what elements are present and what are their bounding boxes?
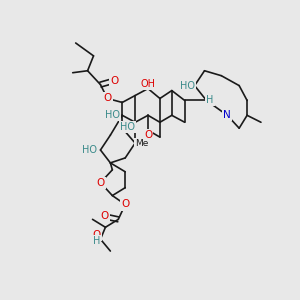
Text: Me: Me [135,139,148,148]
Text: HO: HO [180,81,195,91]
Text: O: O [110,76,118,85]
Text: O: O [96,178,105,188]
Text: HO: HO [105,110,120,120]
Text: O: O [103,94,112,103]
Text: HO: HO [82,145,98,155]
Text: OH: OH [140,79,155,88]
Text: O: O [100,212,109,221]
Text: O: O [121,200,129,209]
Text: HO: HO [120,122,135,132]
Text: N: N [224,110,231,120]
Text: H: H [93,236,100,246]
Text: H: H [206,95,214,106]
Text: O: O [92,230,100,240]
Text: O: O [144,130,152,140]
